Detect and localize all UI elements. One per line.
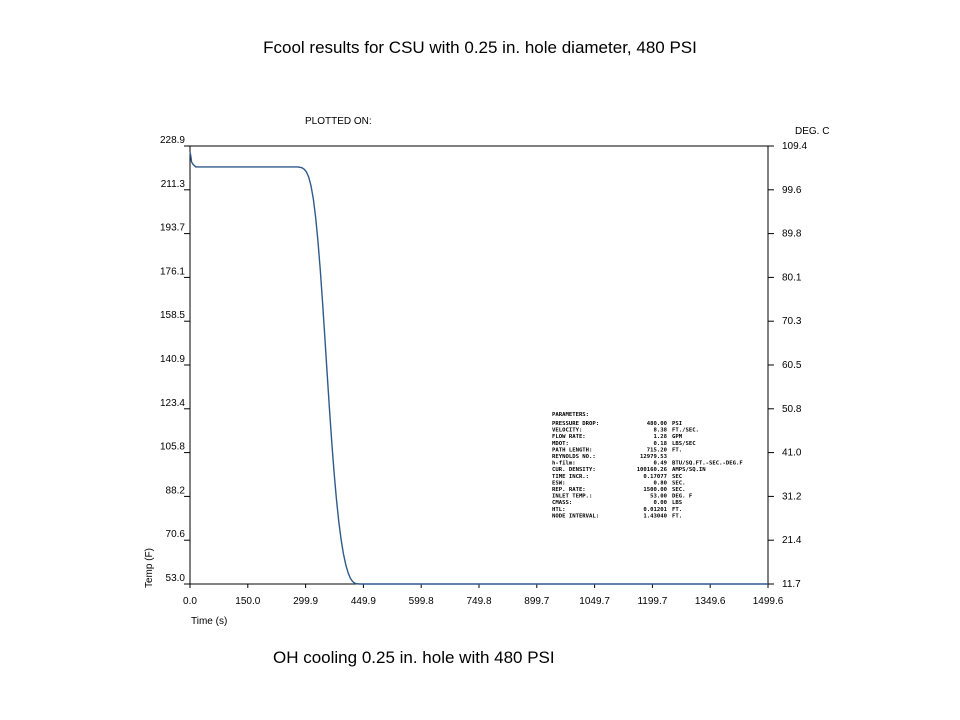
x-tick-label: 150.0 xyxy=(235,596,260,607)
parameter-unit: FT. xyxy=(672,507,682,513)
parameter-value: 12979.53 xyxy=(640,454,667,460)
y-tick-label: 70.6 xyxy=(166,529,186,540)
parameter-unit: SEC xyxy=(672,474,682,480)
y-axis-right: 11.7 21.4 31.2 41.0 50.8 60.5 70.3 80.1 89.8 99.6… xyxy=(768,141,807,590)
parameter-unit: LBS xyxy=(672,500,683,506)
parameter-label: ESW: xyxy=(552,480,565,486)
parameter-label: MDOT: xyxy=(552,441,569,447)
y2-tick-label: 41.0 xyxy=(782,448,802,459)
parameter-value: 1.43040 xyxy=(643,513,667,519)
x-axis-title: Time (s) xyxy=(191,616,227,627)
parameter-value: 0.18 xyxy=(654,441,668,447)
series-line-1 xyxy=(189,151,768,585)
parameter-label: PATH LENGTH: xyxy=(552,447,592,453)
parameter-unit: BTU/SQ.FT.-SEC.-DEG.F xyxy=(672,461,743,467)
x-tick-label: 1049.7 xyxy=(579,596,610,607)
x-tick-label: 0.0 xyxy=(183,596,197,607)
parameter-label: PRESSURE DROP: xyxy=(552,421,599,427)
slide-title: Fcool results for CSU with 0.25 in. hole… xyxy=(263,38,697,57)
parameter-label: FLOW RATE: xyxy=(552,434,586,440)
chart-caption: OH cooling 0.25 in. hole with 480 PSI xyxy=(273,648,555,667)
x-tick-label: 449.9 xyxy=(351,596,376,607)
parameter-unit: AMPS/SQ.IN xyxy=(672,467,706,473)
y-tick-label: 123.4 xyxy=(160,398,185,409)
x-tick-label: 1499.6 xyxy=(753,596,784,607)
parameter-label: REP. RATE: xyxy=(552,487,586,493)
x-tick-label: 1199.7 xyxy=(637,596,667,607)
y2-tick-label: 60.5 xyxy=(782,360,802,371)
parameter-unit: GPM xyxy=(672,434,683,440)
parameter-label: TIME INCR.: xyxy=(552,474,589,480)
y2-tick-label: 89.8 xyxy=(782,229,802,240)
y-axis-left: 53.0 70.6 88.2 105.8 123.4 140.9 158.5 176.1 193… xyxy=(160,135,190,585)
parameter-value: 0.00 xyxy=(654,500,668,506)
parameter-value: 0.01201 xyxy=(643,507,667,513)
y-tick-label: 53.0 xyxy=(166,573,186,584)
parameter-label: NODE INTERVAL: xyxy=(552,513,599,519)
parameter-label: HTL: xyxy=(552,507,565,513)
y2-tick-label: 99.6 xyxy=(782,185,802,196)
x-tick-label: 599.8 xyxy=(409,596,434,607)
parameter-unit: PSI xyxy=(672,421,682,427)
parameter-value: 53.00 xyxy=(650,494,667,500)
parameter-value: 0.17077 xyxy=(643,474,667,480)
parameter-value: 1.28 xyxy=(654,434,668,440)
parameter-value: 1500.00 xyxy=(643,487,667,493)
y-tick-label: 140.9 xyxy=(160,354,185,365)
parameters-heading: PARAMETERS: xyxy=(552,412,589,418)
x-tick-label: 749.8 xyxy=(466,596,491,607)
parameter-unit: DEG. F xyxy=(672,494,693,500)
y2-tick-label: 11.7 xyxy=(782,579,801,590)
chart-header-label: PLOTTED ON: xyxy=(305,116,372,127)
y-tick-label: 105.8 xyxy=(160,442,185,453)
parameter-value: 480.00 xyxy=(647,421,668,427)
y2-axis-title: DEG. C xyxy=(795,126,829,137)
y2-tick-label: 109.4 xyxy=(782,141,807,152)
y2-tick-label: 21.4 xyxy=(782,535,802,546)
y-tick-label: 228.9 xyxy=(160,135,185,146)
parameter-label: CUR. DENSITY: xyxy=(552,467,596,473)
parameter-label: REYNOLDS NO.: xyxy=(552,454,596,460)
parameter-unit: SEC. xyxy=(672,487,685,493)
series-layer xyxy=(189,151,768,585)
x-tick-label: 299.9 xyxy=(293,596,318,607)
y2-tick-label: 31.2 xyxy=(782,491,802,502)
y2-tick-label: 70.3 xyxy=(782,316,802,327)
parameter-unit: FT. xyxy=(672,513,682,519)
parameter-value: 0.49 xyxy=(654,461,668,467)
parameter-unit: SEC. xyxy=(672,480,685,486)
parameter-unit: FT. xyxy=(672,447,682,453)
y-tick-label: 88.2 xyxy=(166,485,186,496)
parameter-unit: FT./SEC. xyxy=(672,428,699,434)
y-tick-label: 158.5 xyxy=(160,310,185,321)
parameter-label: INLET TEMP.: xyxy=(552,494,592,500)
parameter-label: CMASS: xyxy=(552,500,572,506)
y-axis-title: Temp (F) xyxy=(144,548,155,588)
parameter-label: VELOCITY: xyxy=(552,428,582,434)
y-tick-label: 176.1 xyxy=(160,266,185,277)
parameter-value: 0.80 xyxy=(654,480,668,486)
y-tick-label: 193.7 xyxy=(160,223,185,234)
parameters-block: PARAMETERS: PRESSURE DROP: 480.00 PSI VELOCI… xyxy=(552,412,743,519)
parameter-value: 100160.26 xyxy=(637,467,668,473)
parameter-unit: LBS/SEC xyxy=(672,441,696,447)
parameter-label: h-film: xyxy=(552,461,576,467)
y2-tick-label: 80.1 xyxy=(782,272,802,283)
x-axis: 0.0 150.0 299.9 449.9 599.8 749.8 899.7 1049.7 1… xyxy=(183,584,784,607)
parameter-value: 715.20 xyxy=(647,447,668,453)
y-tick-label: 211.3 xyxy=(161,179,186,190)
x-tick-label: 899.7 xyxy=(524,596,549,607)
x-tick-label: 1349.6 xyxy=(695,596,726,607)
parameter-value: 8.38 xyxy=(654,428,668,434)
y2-tick-label: 50.8 xyxy=(782,404,802,415)
